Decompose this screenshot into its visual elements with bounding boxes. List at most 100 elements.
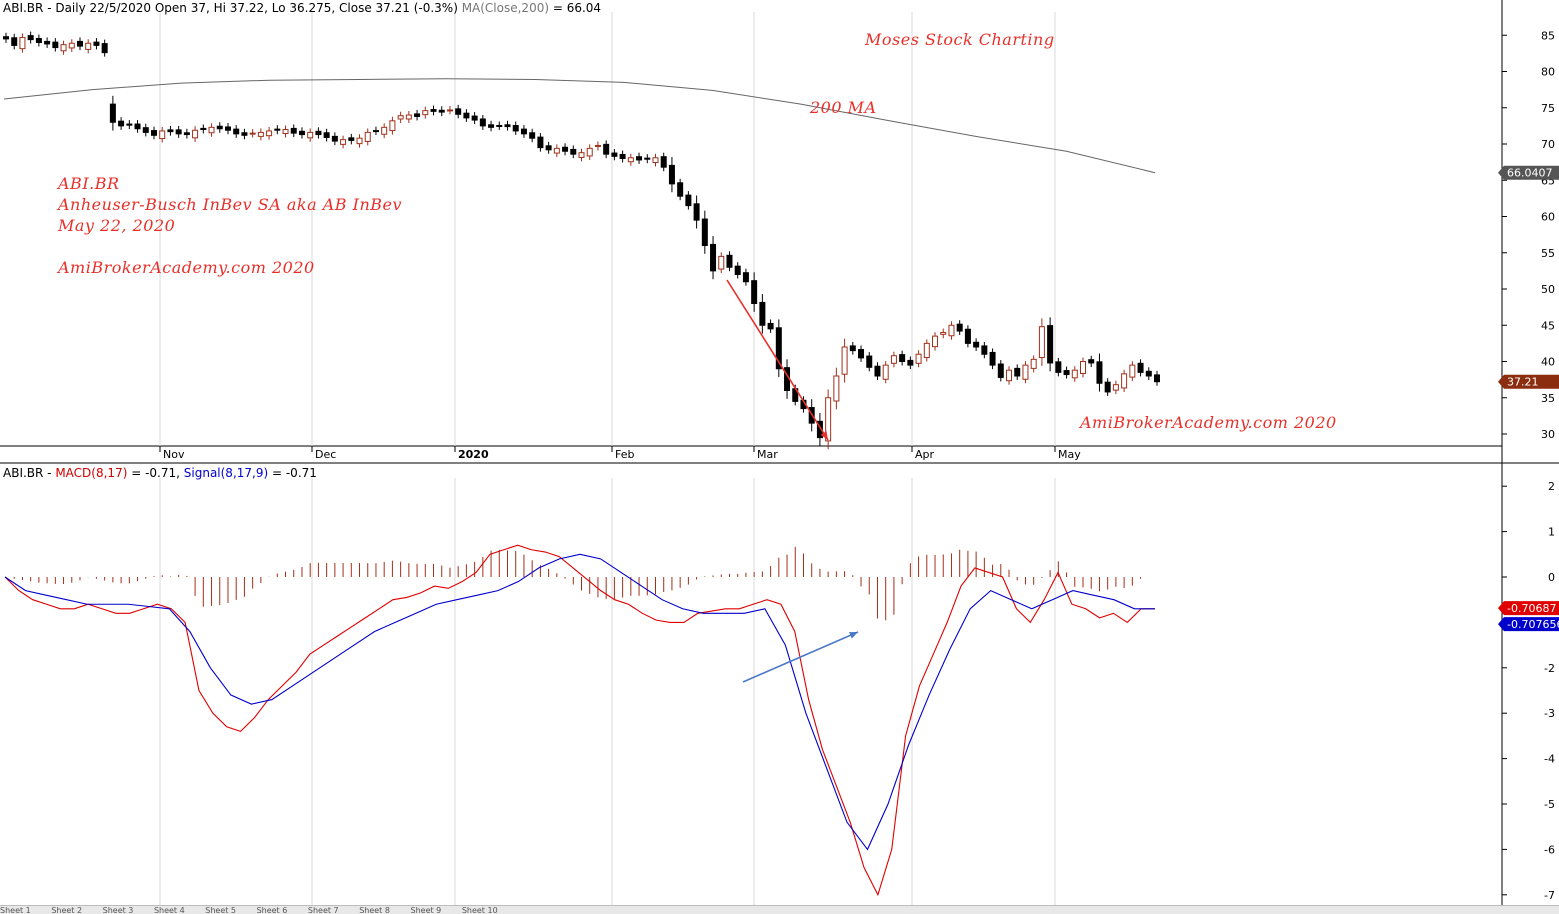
candlestick (290, 124, 297, 138)
candle-body (742, 272, 749, 283)
candlestick (1096, 353, 1103, 392)
candlestick (890, 351, 897, 368)
candle-body (76, 40, 83, 47)
candlestick (1006, 366, 1013, 385)
sheet-tab[interactable]: Sheet 7 (307, 906, 339, 914)
y-tick-label: 45 (1541, 319, 1555, 332)
signal-line (4, 553, 1155, 851)
candlestick (849, 341, 856, 355)
annotation-company: Anheuser-Busch InBev SA aka AB InBev (58, 195, 403, 214)
candlestick (833, 367, 840, 410)
sheet-tab[interactable]: Sheet 3 (102, 906, 134, 914)
candle-body (150, 130, 157, 136)
candlestick (471, 112, 478, 125)
candle-body (60, 44, 67, 52)
candle-body (307, 131, 314, 139)
candle-body (1104, 381, 1111, 393)
candle-body (734, 265, 741, 276)
y-tick-label: -5 (1544, 798, 1555, 811)
sheet-tab-bar[interactable]: Sheet 1 Sheet 2 Sheet 3 Sheet 4 Sheet 5 … (0, 905, 1559, 914)
candlestick (1055, 357, 1062, 377)
ma200-layer (3, 78, 1156, 174)
candle-body (726, 254, 733, 268)
candlestick (677, 178, 684, 201)
candle-body (858, 349, 865, 359)
candlestick (1137, 359, 1144, 377)
candlestick (627, 153, 634, 166)
macd-value: = -0.71, (127, 466, 184, 480)
candle-body (1071, 369, 1078, 379)
candlestick (816, 412, 823, 446)
candlestick (167, 125, 174, 136)
sheet-tab[interactable]: Sheet 2 (51, 906, 83, 914)
candle-body (249, 132, 256, 135)
sheet-tab[interactable]: Sheet 4 (153, 906, 185, 914)
candlestick (858, 345, 865, 362)
candle-body (578, 152, 585, 158)
macd-histogram-layer (13, 546, 1142, 621)
signal-value-box-text: -0.707656 (1507, 618, 1559, 631)
candle-body (997, 363, 1004, 378)
candlestick (430, 105, 437, 116)
y-tick-label: 75 (1541, 102, 1555, 115)
y-tick-label: 30 (1541, 428, 1555, 441)
candlestick (356, 134, 363, 148)
macd-label: MACD(8,17) (55, 466, 128, 480)
sheet-tab[interactable]: Sheet 6 (256, 906, 288, 914)
candle-body (44, 40, 51, 45)
candle-body (364, 131, 371, 142)
macd-divergence-arrow (742, 631, 859, 683)
price-down-arrow (726, 279, 829, 441)
candlestick (381, 123, 388, 139)
candle-body (159, 130, 166, 140)
candlestick (652, 153, 659, 167)
candle-body (973, 341, 980, 348)
candlestick (1063, 366, 1070, 379)
candlestick (973, 338, 980, 351)
signal-value-box-bg (1498, 617, 1559, 632)
candle-body (833, 375, 840, 402)
y-tick-label: -6 (1544, 843, 1555, 856)
candlestick (529, 128, 536, 143)
candlestick (1022, 361, 1029, 384)
candlestick (520, 125, 527, 138)
sheet-tab[interactable]: Sheet 9 (410, 906, 442, 914)
sheet-tab[interactable]: Sheet 8 (359, 906, 390, 914)
candle-body (101, 43, 108, 54)
sheet-tab[interactable]: Sheet 5 (205, 906, 237, 914)
candle-body (882, 364, 889, 380)
ohlc-readout: - Daily 22/5/2020 Open 37, Hi 37.22, Lo … (43, 1, 462, 15)
candle-body (118, 120, 125, 127)
candlestick (323, 128, 330, 142)
sheet-tab[interactable]: Sheet 10 (461, 906, 498, 914)
candlestick (142, 123, 149, 137)
y-tick-label: 35 (1541, 392, 1555, 405)
candlestick (224, 122, 231, 135)
ma200-line (3, 78, 1156, 174)
candlestick (150, 126, 157, 140)
y-tick-label: 60 (1541, 211, 1555, 224)
candle-body (701, 218, 708, 247)
candlestick (668, 157, 675, 193)
candle-body (68, 42, 75, 49)
candle-body (1112, 384, 1119, 391)
candle-body (512, 125, 519, 132)
sheet-tab[interactable]: Sheet 1 (0, 906, 31, 914)
candle-body (290, 127, 297, 134)
y-tick-label: 40 (1541, 356, 1555, 369)
candle-body (932, 335, 939, 348)
candle-body (126, 123, 133, 126)
candle-body (381, 126, 388, 135)
candle-body (479, 118, 486, 127)
candle-body (1096, 361, 1103, 384)
candlestick (438, 106, 445, 117)
candle-body (710, 243, 717, 272)
candlestick (183, 128, 190, 139)
candle-body (488, 124, 495, 128)
candlestick (940, 328, 947, 339)
annotation-ticker: ABI.BR (58, 174, 120, 193)
candle-body (956, 323, 963, 332)
candle-body (192, 129, 199, 139)
candlestick (488, 120, 495, 132)
